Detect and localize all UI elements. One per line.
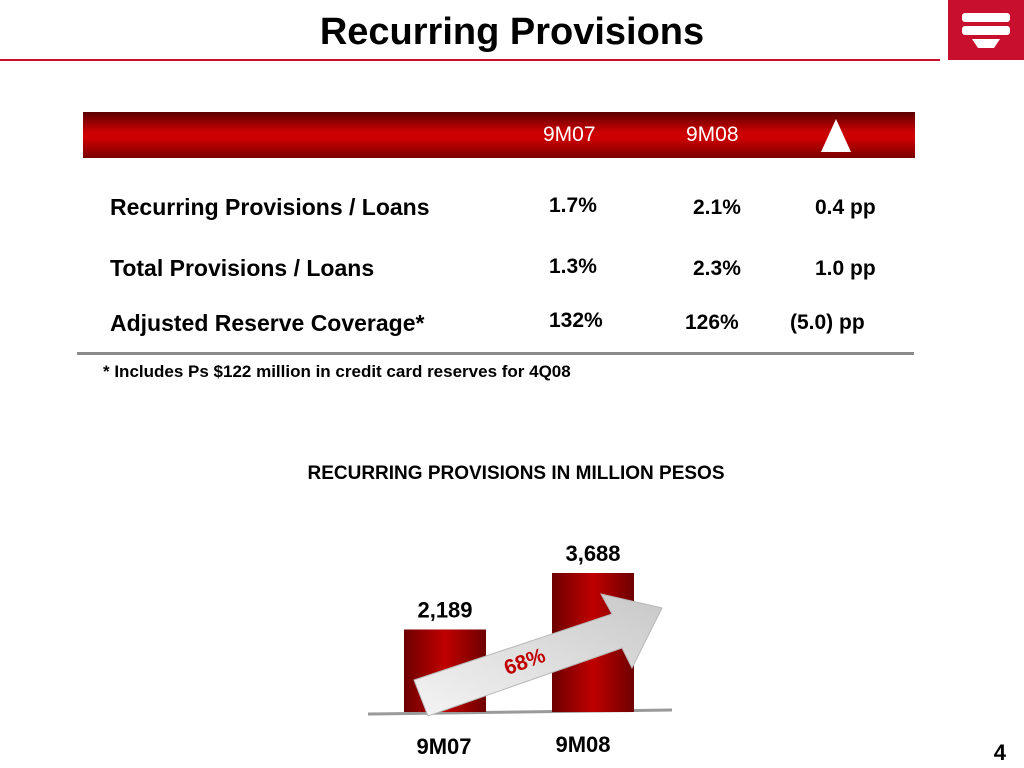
page-number: 4 <box>993 740 1006 765</box>
row-value-9m07: 132% <box>549 309 603 332</box>
table-footnote: * Includes Ps $122 million in credit car… <box>103 362 571 381</box>
header-9m08: 9M08 <box>686 123 739 146</box>
bar-value-label: 3,688 <box>565 541 620 566</box>
row-value-9m08: 2.1% <box>693 196 741 219</box>
x-tick-label: 9M07 <box>416 734 471 759</box>
delta-triangle-icon <box>821 119 851 152</box>
table-bottom-rule <box>77 352 914 355</box>
x-tick-label: 9M08 <box>555 732 610 757</box>
growth-arrow <box>413 593 663 717</box>
row-value-9m08: 2.3% <box>693 257 741 280</box>
row-change: (5.0) pp <box>790 311 865 334</box>
header-9m07: 9M07 <box>543 123 596 146</box>
row-label-adjusted-reserve: Adjusted Reserve Coverage* <box>110 310 425 336</box>
row-label-total-provisions: Total Provisions / Loans <box>110 255 375 281</box>
chart-title: RECURRING PROVISIONS IN MILLION PESOS <box>307 463 725 484</box>
row-value-9m08: 126% <box>685 311 739 334</box>
row-change: 1.0 pp <box>815 257 876 280</box>
title-divider <box>0 59 940 61</box>
page-title: Recurring Provisions <box>319 11 705 53</box>
row-value-9m07: 1.3% <box>549 255 597 278</box>
bar-value-label: 2,189 <box>417 597 472 622</box>
row-value-9m07: 1.7% <box>549 194 597 217</box>
bank-logo <box>948 0 1024 60</box>
row-change: 0.4 pp <box>815 196 876 219</box>
table-header-bar: 9M07 9M08 <box>83 112 915 158</box>
row-label-recurring-provisions: Recurring Provisions / Loans <box>110 194 430 220</box>
